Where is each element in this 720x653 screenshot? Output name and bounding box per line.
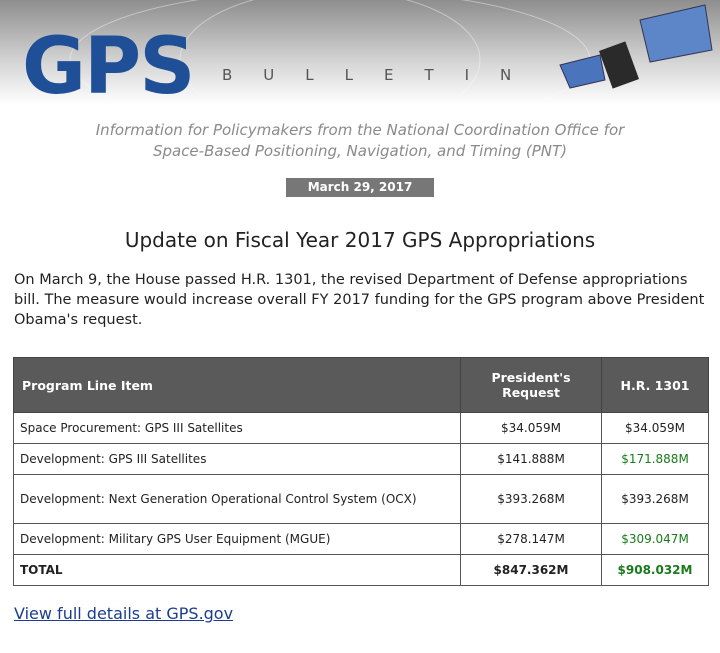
cell: $141.888M (460, 443, 602, 475)
appropriations-table: Program Line Item President's Request H.… (13, 357, 709, 586)
cell: $309.047M (601, 523, 709, 555)
cell: $34.059M (460, 412, 602, 444)
article-title: Update on Fiscal Year 2017 GPS Appropria… (124, 228, 596, 252)
cell: $393.268M (460, 474, 602, 524)
header-cell: President's Request (460, 357, 602, 413)
cell: $393.268M (601, 474, 709, 524)
satellite-panel (559, 54, 606, 89)
subtitle-line: Space-Based Positioning, Navigation, and… (152, 142, 568, 160)
details-link[interactable]: View full details at GPS.gov (14, 604, 234, 623)
date: March 29, 2017 (286, 178, 434, 197)
banner: GPS BULLETIN (0, 0, 720, 105)
cell: Development: Next Generation Operational… (13, 474, 461, 524)
cell: Space Procurement: GPS III Satellites (13, 412, 461, 444)
header-cell: Program Line Item (13, 357, 461, 413)
cell: $278.147M (460, 523, 602, 555)
logo: GPS (22, 22, 193, 105)
cell: Development: Military GPS User Equipment… (13, 523, 461, 555)
cell: $171.888M (601, 443, 709, 475)
article-body: On March 9, the House passed H.R. 1301, … (14, 272, 705, 328)
row: Space Procurement: GPS III Satellites $3… (13, 412, 709, 444)
row: Development: Military GPS User Equipment… (13, 523, 709, 555)
globe-grid (179, 0, 481, 105)
subtitle: Information for Policymakers from the Na… (0, 120, 720, 162)
total-row: TOTAL $847.362M $908.032M (13, 554, 709, 586)
satellite-body (599, 41, 639, 89)
cell: TOTAL (13, 554, 461, 586)
cell: $847.362M (460, 554, 602, 586)
header-row: Program Line Item President's Request H.… (13, 357, 709, 413)
satellite-panel (639, 4, 713, 63)
cell: $908.032M (601, 554, 709, 586)
subtitle-line: Information for Policymakers from the Na… (95, 121, 625, 139)
row: Development: Next Generation Operational… (13, 474, 709, 524)
logo-word: BULLETIN (222, 66, 542, 84)
header-cell: H.R. 1301 (601, 357, 709, 413)
cell: $34.059M (601, 412, 709, 444)
cell: Development: GPS III Satellites (13, 443, 461, 475)
row: Development: GPS III Satellites $141.888… (13, 443, 709, 475)
